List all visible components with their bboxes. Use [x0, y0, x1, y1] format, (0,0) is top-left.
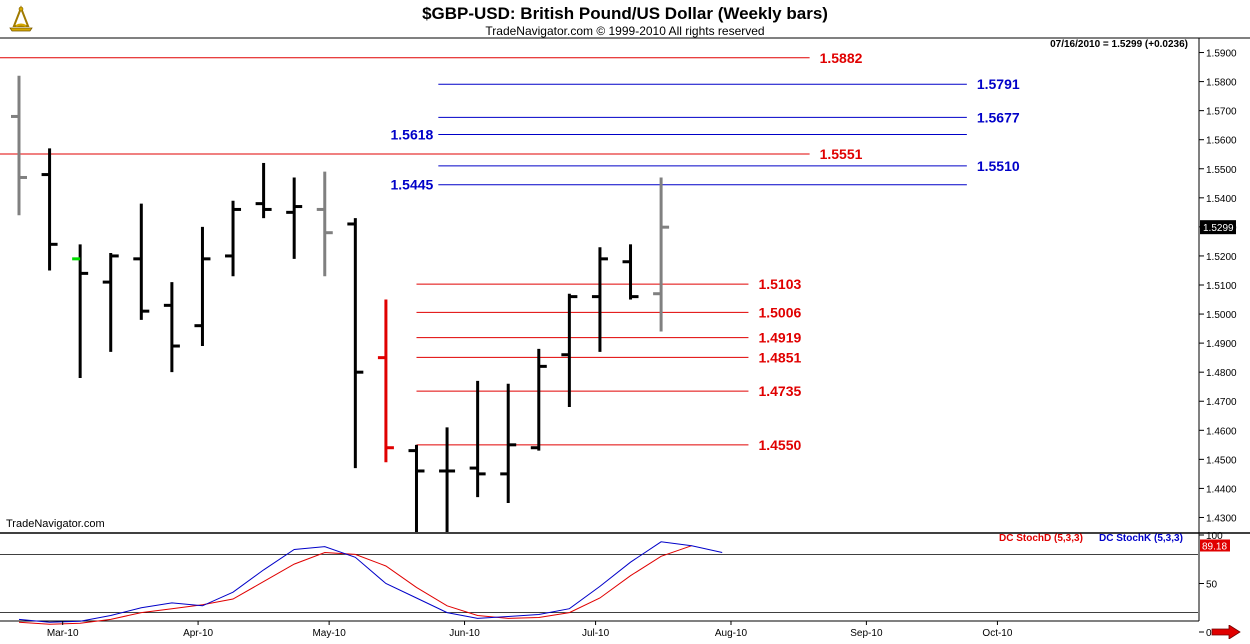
copyright-notice: TradeNavigator.com © 1999-2010 All right…	[485, 24, 765, 38]
last-price-box	[1200, 220, 1236, 235]
legend-stoch-k: DC StochK (5,3,3)	[1099, 533, 1183, 544]
level-label-1.5445: 1.5445	[390, 177, 433, 193]
time-tick-label: Sep-10	[850, 628, 883, 639]
last-price-label: 1.5299	[1203, 223, 1234, 234]
price-tick-label: 1.5600	[1206, 136, 1237, 147]
price-tick-label: 1.4300	[1206, 513, 1237, 524]
level-label-1.4735: 1.4735	[758, 383, 801, 399]
price-tick-label: 1.4900	[1206, 339, 1237, 350]
osc-tick-label: 50	[1206, 580, 1218, 591]
price-tick-label: 1.5700	[1206, 107, 1237, 118]
time-tick-label: Oct-10	[982, 628, 1012, 639]
price-tick-label: 1.4400	[1206, 484, 1237, 495]
price-tick-label: 1.4800	[1206, 368, 1237, 379]
osc-last-value-label: 89.18	[1202, 541, 1227, 552]
price-tick-label: 1.5800	[1206, 78, 1237, 89]
level-label-1.4550: 1.4550	[758, 437, 801, 453]
time-tick-label: Aug-10	[715, 628, 748, 639]
time-tick-label: Jul-10	[582, 628, 610, 639]
red-right-arrow-icon[interactable]	[1211, 624, 1241, 644]
level-label-1.4851: 1.4851	[758, 349, 801, 365]
watermark: TradeNavigator.com	[6, 518, 105, 530]
price-tick-label: 1.5900	[1206, 49, 1237, 60]
level-label-1.5677: 1.5677	[977, 109, 1020, 125]
price-tick-label: 1.5500	[1206, 165, 1237, 176]
last-bar-info: 07/16/2010 = 1.5299 (+0.0236)	[1050, 39, 1188, 50]
osc-tick-label: 100	[1206, 531, 1223, 542]
osc-series-line	[18, 545, 692, 625]
legend-stoch-d: DC StochD (5,3,3)	[999, 533, 1083, 544]
time-tick-label: May-10	[312, 628, 346, 639]
level-label-1.5006: 1.5006	[758, 304, 801, 320]
level-label-1.4919: 1.4919	[758, 330, 801, 346]
time-tick-label: Apr-10	[183, 628, 213, 639]
chart-title: $GBP-USD: British Pound/US Dollar (Weekl…	[422, 4, 828, 23]
time-tick-label: Jun-10	[449, 628, 480, 639]
level-label-1.5882: 1.5882	[820, 50, 863, 66]
price-tick-label: 1.5000	[1206, 310, 1237, 321]
price-tick-label: 1.4700	[1206, 397, 1237, 408]
osc-last-value-box	[1200, 539, 1230, 552]
level-label-1.5618: 1.5618	[390, 126, 433, 142]
price-tick-label: 1.4600	[1206, 426, 1237, 437]
osc-tick-label: 0	[1206, 628, 1212, 639]
sextant-logo-icon[interactable]	[6, 4, 36, 37]
osc-series-line	[18, 541, 723, 623]
level-label-1.5510: 1.5510	[977, 158, 1020, 174]
level-label-1.5791: 1.5791	[977, 76, 1020, 92]
level-label-1.5103: 1.5103	[758, 276, 801, 292]
price-tick-label: 1.5200	[1206, 252, 1237, 263]
price-tick-label: 1.5400	[1206, 194, 1237, 205]
time-tick-label: Mar-10	[47, 628, 79, 639]
price-tick-label: 1.4500	[1206, 455, 1237, 466]
level-label-1.5551: 1.5551	[820, 146, 863, 162]
price-tick-label: 1.5100	[1206, 281, 1237, 292]
